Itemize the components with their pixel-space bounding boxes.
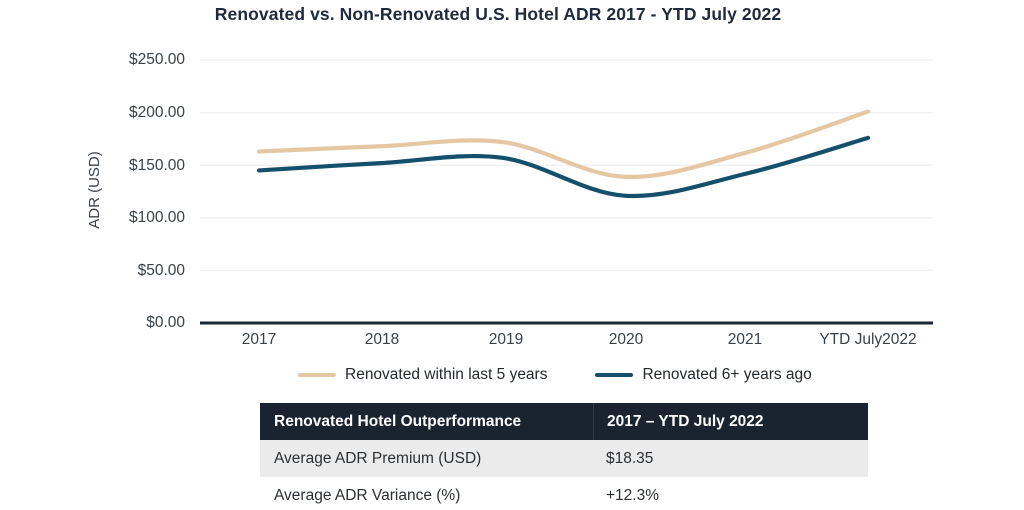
row-label: Average ADR Premium (USD) (274, 449, 482, 467)
x-tick-label: YTD July2022 (819, 331, 917, 348)
legend-item-renovated: Renovated within last 5 years (298, 366, 547, 384)
x-tick-label: 2017 (241, 331, 277, 348)
header-cell-metric: Renovated Hotel Outperformance (274, 412, 522, 430)
table-header-row: Renovated Hotel Outperformance 2017 – YT… (260, 403, 868, 440)
table-row: Average ADR Premium (USD) $18.35 (260, 440, 868, 477)
header-cell-period: 2017 – YTD July 2022 (593, 403, 868, 440)
legend-swatch-renovated (298, 372, 336, 378)
y-tick-label: $250.00 (128, 51, 185, 68)
row-label: Average ADR Variance (%) (274, 486, 461, 504)
y-tick-label: $50.00 (137, 262, 185, 279)
x-tick-label: 2021 (727, 331, 763, 348)
x-tick-label: 2018 (364, 331, 400, 348)
legend-label: Renovated 6+ years ago (642, 366, 812, 383)
y-tick-label: $200.00 (128, 104, 185, 121)
series-line-renovated (256, 109, 871, 179)
x-tick-label: 2020 (608, 331, 644, 348)
legend-item-nonrenovated: Renovated 6+ years ago (595, 366, 812, 384)
plot-svg (200, 59, 933, 325)
series-line-nonrenovated (256, 135, 871, 199)
table-row: Average ADR Variance (%) +12.3% (260, 477, 868, 510)
legend: Renovated within last 5 years Renovated … (298, 366, 812, 384)
y-tick-label: $0.00 (146, 314, 185, 331)
outperformance-table: Renovated Hotel Outperformance 2017 – YT… (260, 403, 868, 510)
y-tick-label: $100.00 (128, 209, 185, 226)
legend-label: Renovated within last 5 years (345, 366, 548, 383)
chart-title: Renovated vs. Non-Renovated U.S. Hotel A… (214, 4, 782, 24)
legend-swatch-nonrenovated (595, 372, 634, 378)
x-tick-label: 2019 (488, 331, 524, 348)
row-value: $18.35 (606, 449, 654, 467)
y-axis-title: ADR (USD) (86, 151, 103, 229)
y-tick-label: $150.00 (128, 157, 185, 174)
row-value: +12.3% (606, 486, 660, 504)
